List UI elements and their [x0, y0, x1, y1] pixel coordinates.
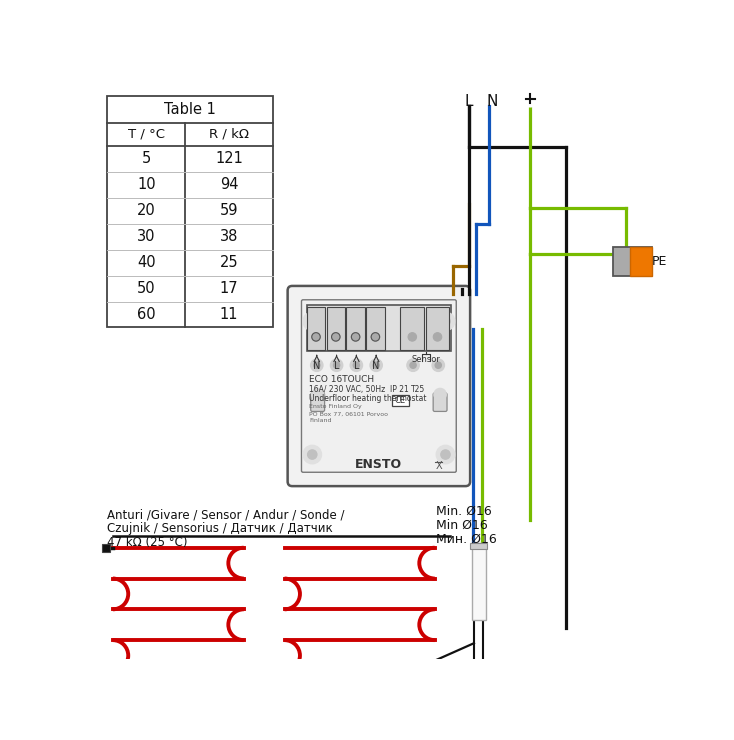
- Text: ENSTO: ENSTO: [355, 458, 402, 471]
- Bar: [307, 306, 325, 350]
- Text: 60: 60: [137, 307, 156, 322]
- Text: 40: 40: [137, 255, 156, 270]
- Bar: [327, 306, 345, 350]
- Text: Мин. Ø16: Мин. Ø16: [436, 532, 497, 545]
- Circle shape: [523, 91, 538, 107]
- Text: Min Ø16: Min Ø16: [436, 519, 488, 531]
- Circle shape: [370, 359, 382, 371]
- Text: 25: 25: [219, 255, 239, 270]
- Text: 94: 94: [220, 177, 239, 192]
- Circle shape: [441, 450, 450, 459]
- Text: Sensor: Sensor: [411, 355, 440, 364]
- Text: N: N: [372, 361, 380, 371]
- Circle shape: [313, 362, 320, 369]
- Circle shape: [434, 388, 446, 400]
- Text: Underfloor heating thermostat: Underfloor heating thermostat: [309, 394, 426, 403]
- FancyBboxPatch shape: [371, 686, 383, 699]
- Circle shape: [332, 333, 340, 341]
- Circle shape: [308, 450, 317, 459]
- Bar: [614, 246, 652, 276]
- Bar: [107, 96, 273, 328]
- Circle shape: [436, 312, 455, 331]
- Circle shape: [303, 312, 321, 331]
- Bar: [631, 246, 652, 276]
- FancyBboxPatch shape: [302, 300, 457, 472]
- Text: 59: 59: [220, 204, 239, 218]
- Text: 10: 10: [137, 177, 156, 192]
- Circle shape: [311, 388, 324, 400]
- Circle shape: [312, 333, 320, 341]
- Text: 47 kΩ (25 °C): 47 kΩ (25 °C): [107, 536, 188, 549]
- Circle shape: [408, 333, 416, 341]
- Text: 17: 17: [219, 281, 239, 296]
- Text: 121: 121: [215, 151, 243, 166]
- Circle shape: [373, 362, 379, 369]
- Text: 30: 30: [137, 229, 156, 244]
- Circle shape: [410, 362, 416, 369]
- Text: PO Box 77, 06101 Porvoo: PO Box 77, 06101 Porvoo: [309, 411, 388, 417]
- Circle shape: [303, 445, 321, 464]
- Text: 50: 50: [137, 281, 156, 296]
- Circle shape: [350, 359, 363, 371]
- FancyBboxPatch shape: [433, 393, 447, 411]
- FancyBboxPatch shape: [310, 393, 324, 411]
- Text: 20: 20: [137, 204, 156, 218]
- Text: L: L: [334, 361, 339, 371]
- Text: R / kΩ: R / kΩ: [209, 128, 249, 141]
- Circle shape: [353, 362, 360, 369]
- Text: L: L: [465, 95, 473, 110]
- Circle shape: [441, 317, 450, 326]
- Bar: [401, 306, 424, 350]
- Text: Finland: Finland: [309, 418, 332, 423]
- Text: CE: CE: [394, 396, 406, 405]
- Circle shape: [432, 359, 444, 371]
- Text: 5: 5: [142, 151, 151, 166]
- Text: 16A/ 230 VAC, 50Hz: 16A/ 230 VAC, 50Hz: [309, 386, 385, 394]
- Bar: [307, 305, 451, 352]
- FancyBboxPatch shape: [288, 286, 470, 486]
- Text: T / °C: T / °C: [128, 128, 165, 141]
- Circle shape: [310, 359, 323, 371]
- Text: Min. Ø16: Min. Ø16: [436, 505, 492, 517]
- Text: PE: PE: [652, 255, 667, 268]
- Circle shape: [407, 359, 419, 371]
- Bar: [472, 543, 485, 620]
- Text: IP 21: IP 21: [390, 386, 409, 394]
- Text: X: X: [435, 461, 442, 471]
- Bar: [102, 544, 110, 551]
- Bar: [426, 306, 449, 350]
- Circle shape: [352, 333, 360, 341]
- Circle shape: [308, 317, 317, 326]
- Text: 11: 11: [220, 307, 239, 322]
- Circle shape: [433, 333, 442, 341]
- Text: N: N: [313, 361, 321, 371]
- Circle shape: [333, 362, 340, 369]
- Circle shape: [436, 445, 455, 464]
- Text: Ensto Finland Oy: Ensto Finland Oy: [309, 405, 362, 409]
- Text: N: N: [487, 95, 498, 110]
- Circle shape: [371, 333, 379, 341]
- Text: Czujnik / Sensorius / Датчик / Датчик: Czujnik / Sensorius / Датчик / Датчик: [107, 522, 333, 535]
- Bar: [366, 306, 385, 350]
- Text: T25: T25: [411, 386, 425, 394]
- Bar: [391, 395, 409, 406]
- Text: ECO 16TOUCH: ECO 16TOUCH: [309, 375, 374, 384]
- Circle shape: [330, 359, 343, 371]
- Bar: [346, 306, 365, 350]
- Bar: [470, 543, 487, 549]
- Text: L: L: [354, 361, 359, 371]
- Text: 38: 38: [220, 229, 239, 244]
- Circle shape: [435, 362, 441, 369]
- Text: Table 1: Table 1: [164, 102, 216, 117]
- Text: Anturi /Givare / Sensor / Andur / Sonde /: Anturi /Givare / Sensor / Andur / Sonde …: [107, 508, 345, 522]
